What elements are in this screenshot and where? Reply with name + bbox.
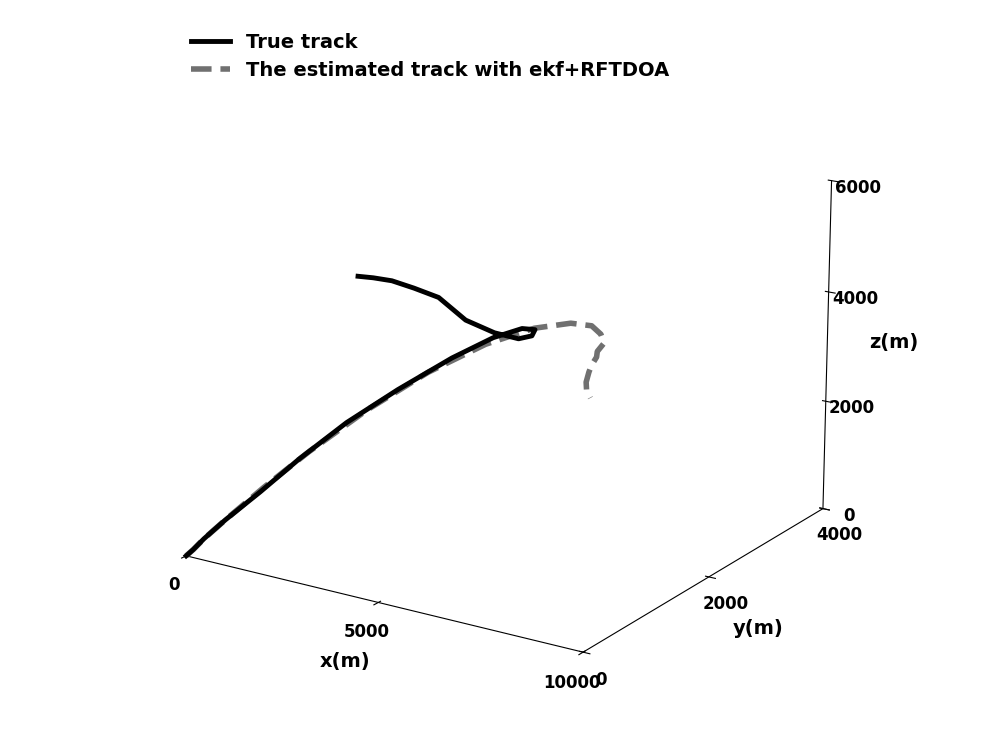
Y-axis label: y(m): y(m) [733, 619, 784, 638]
X-axis label: x(m): x(m) [320, 652, 370, 671]
Legend: True track, The estimated track with ekf+RFTDOA: True track, The estimated track with ekf… [183, 25, 677, 88]
